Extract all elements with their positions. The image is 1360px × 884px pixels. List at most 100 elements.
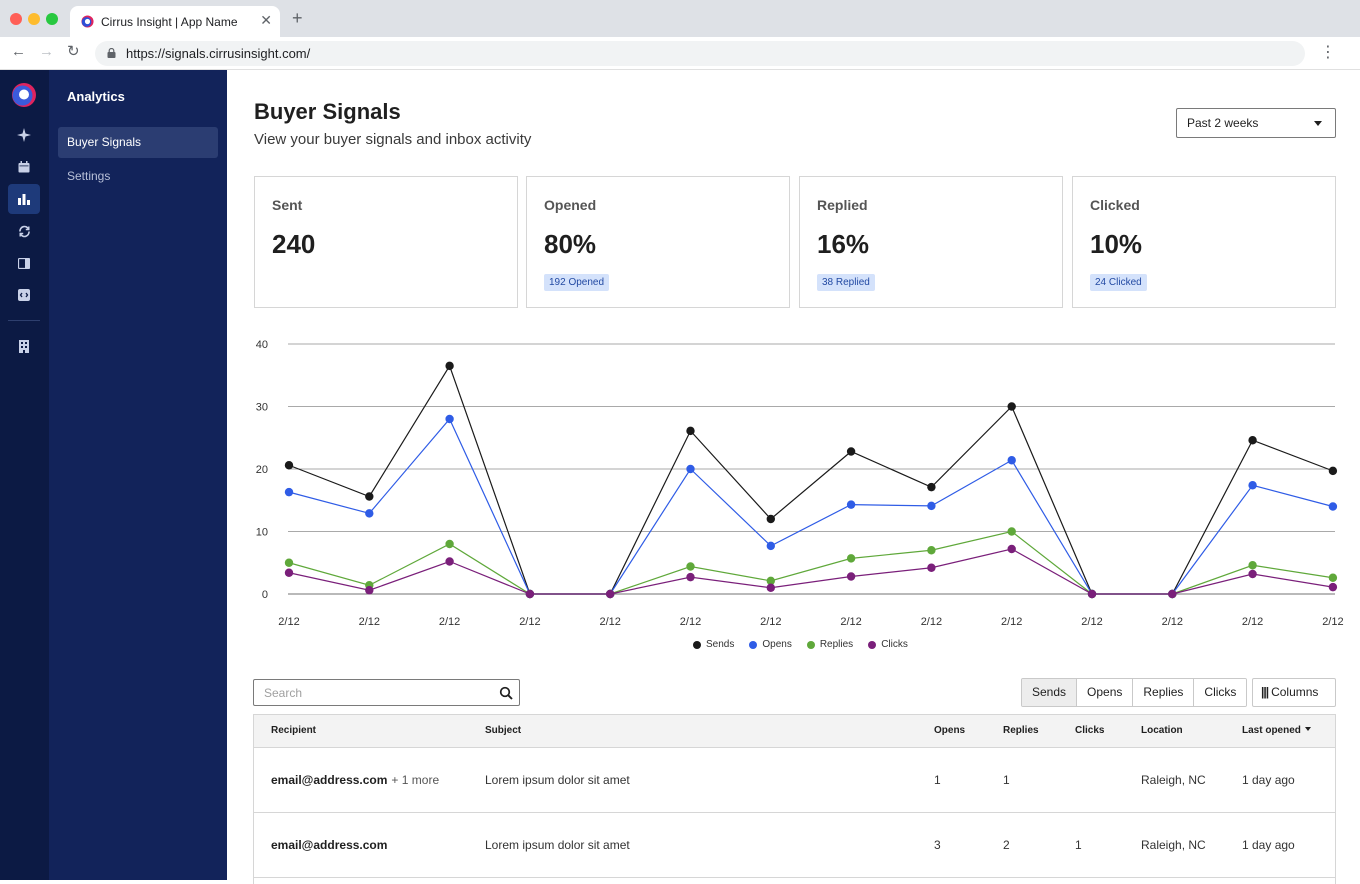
legend-dot-icon (806, 640, 815, 649)
data-point-opens (284, 487, 294, 497)
rail-sparkle-button[interactable] (8, 120, 40, 150)
stat-value: 240 (272, 229, 316, 259)
columns-icon: ||| (1261, 685, 1269, 699)
filter-replies-button[interactable]: Replies (1133, 679, 1195, 706)
page-subtitle: View your buyer signals and inbox activi… (254, 131, 532, 148)
last-opened-cell: 1 day ago (1242, 773, 1295, 787)
data-point-clicks (846, 572, 856, 581)
data-point-replies (1328, 573, 1338, 582)
location-cell: Raleigh, NC (1141, 773, 1206, 787)
recipient-more[interactable]: + 1 more (391, 773, 440, 787)
data-point-opens (846, 500, 856, 509)
x-tick-label: 2/12 (1081, 616, 1102, 628)
sidebar-item-buyer-signals[interactable]: Buyer Signals (58, 127, 218, 158)
stat-card-opened: Opened 80% 192 Opened (526, 176, 790, 308)
sync-icon (18, 225, 30, 237)
data-point-opens (1248, 481, 1257, 490)
rail-analytics-button[interactable] (8, 184, 40, 214)
opens-cell: 3 (934, 838, 941, 852)
back-icon[interactable]: ← (11, 43, 26, 60)
x-tick-label: 2/12 (359, 616, 380, 628)
forward-icon[interactable]: → (39, 43, 54, 60)
data-point-replies (846, 554, 856, 563)
legend-item-opens[interactable]: Opens (749, 639, 792, 650)
plugin-icon (18, 289, 30, 301)
rail-panel-button[interactable] (8, 248, 40, 278)
legend-label: Clicks (881, 639, 908, 650)
main-content: Buyer Signals View your buyer signals an… (227, 70, 1360, 884)
data-point-opens (686, 464, 695, 474)
data-point-clicks (927, 563, 936, 572)
x-tick-label: 2/12 (1001, 616, 1022, 628)
search-input[interactable]: Search (253, 679, 520, 706)
legend-dot-icon (749, 640, 758, 649)
search-icon[interactable] (499, 686, 513, 700)
legend-dot-icon (693, 640, 701, 649)
line-chart-svg: 0 10 20 30 40 2/12 2/12 2/12 2/12 2/12 2/12 2/12 2/1… (256, 339, 1344, 628)
minimize-window-button[interactable] (28, 13, 40, 25)
filter-sends-button[interactable]: Sends (1022, 679, 1078, 706)
rail-plugin-button[interactable] (8, 280, 40, 310)
recipient-cell: email@address.com + 1 more (271, 773, 439, 787)
x-tick-label: 2/12 (760, 616, 781, 628)
th-recipient[interactable]: Recipient (271, 725, 317, 736)
reload-icon[interactable]: ↻ (67, 43, 80, 60)
browser-menu-icon[interactable]: ⋮ (1320, 44, 1336, 61)
th-replies[interactable]: Replies (1003, 725, 1039, 736)
stat-value: 16% (817, 229, 870, 259)
th-clicks[interactable]: Clicks (1075, 725, 1105, 736)
cirrus-logo-icon[interactable] (11, 82, 37, 108)
rail-company-button[interactable] (8, 331, 40, 361)
th-last-opened[interactable]: Last opened (1242, 725, 1311, 736)
data-point-opens (365, 509, 374, 518)
data-point-replies (766, 576, 775, 586)
url-text: https://signals.cirrusinsight.com/ (126, 46, 311, 61)
data-point-opens (1007, 456, 1016, 465)
date-range-select[interactable]: Past 2 weeks (1176, 108, 1336, 138)
y-tick-label: 40 (256, 339, 268, 351)
filter-opens-button[interactable]: Opens (1077, 679, 1134, 706)
maximize-window-button[interactable] (46, 13, 58, 25)
sort-desc-icon (1304, 727, 1311, 731)
data-point-sends (1007, 402, 1016, 411)
x-tick-label: 2/12 (1322, 616, 1343, 628)
stat-value: 80% (544, 229, 597, 259)
data-point-replies (686, 562, 695, 571)
filter-clicks-button[interactable]: Clicks (1194, 679, 1247, 706)
y-tick-label: 30 (256, 402, 268, 414)
stat-badge: 38 Replied (817, 274, 875, 291)
new-tab-icon[interactable]: + (292, 8, 303, 28)
columns-button[interactable]: ||| Columns (1252, 678, 1336, 707)
th-subject[interactable]: Subject (485, 725, 522, 736)
legend-item-clicks[interactable]: Clicks (868, 639, 908, 650)
sidebar-item-settings[interactable]: Settings (67, 169, 111, 183)
tab-close-icon[interactable]: ✕ (260, 12, 272, 28)
stat-label: Clicked (1090, 197, 1140, 213)
stat-label: Opened (544, 197, 597, 213)
th-location[interactable]: Location (1141, 725, 1183, 736)
subject-cell: Lorem ipsum dolor sit amet (485, 838, 630, 852)
data-point-replies (927, 546, 936, 555)
date-range-value: Past 2 weeks (1187, 116, 1259, 130)
x-tick-label: 2/12 (921, 616, 942, 628)
rail-calendar-button[interactable] (8, 152, 40, 182)
rail-sync-button[interactable] (8, 216, 40, 246)
th-opens[interactable]: Opens (934, 725, 966, 736)
close-window-button[interactable] (10, 13, 22, 25)
legend-item-sends[interactable]: Sends (693, 639, 734, 650)
series-line-clicks (288, 548, 1333, 595)
legend-item-replies[interactable]: Replies (806, 639, 854, 650)
legend-label: Replies (819, 639, 854, 650)
data-point-replies (1007, 527, 1016, 536)
opens-cell: 1 (934, 773, 941, 787)
data-point-clicks (606, 589, 615, 599)
chevron-down-icon (1314, 121, 1322, 126)
data-point-opens (1328, 502, 1338, 511)
table-row[interactable]: email@address.com + 1 more Lorem ipsum do… (254, 748, 1335, 813)
data-point-clicks (1007, 544, 1016, 554)
data-point-sends (1248, 436, 1257, 445)
url-field[interactable]: https://signals.cirrusinsight.com/ (95, 41, 1305, 66)
browser-tab[interactable]: Cirrus Insight | App Name ✕ (70, 6, 280, 37)
data-point-sends (927, 482, 936, 492)
table-row[interactable]: email@address.com Lorem ipsum dolor sit … (254, 813, 1335, 878)
